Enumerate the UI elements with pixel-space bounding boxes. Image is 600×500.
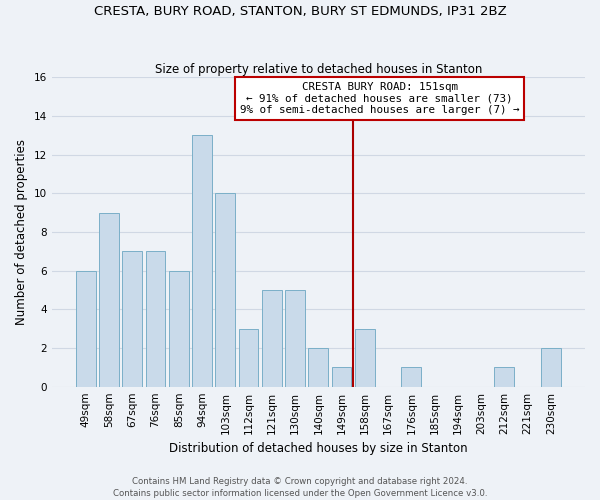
Bar [215, 193, 235, 386]
Bar [308, 348, 328, 387]
Bar [239, 328, 259, 386]
Bar [76, 270, 95, 386]
Bar [122, 252, 142, 386]
Bar [262, 290, 282, 386]
Bar [169, 270, 188, 386]
Text: CRESTA, BURY ROAD, STANTON, BURY ST EDMUNDS, IP31 2BZ: CRESTA, BURY ROAD, STANTON, BURY ST EDMU… [94, 5, 506, 18]
Bar [494, 368, 514, 386]
Text: Contains HM Land Registry data © Crown copyright and database right 2024.
Contai: Contains HM Land Registry data © Crown c… [113, 476, 487, 498]
Y-axis label: Number of detached properties: Number of detached properties [15, 139, 28, 325]
Bar [332, 368, 352, 386]
Bar [285, 290, 305, 386]
Bar [99, 212, 119, 386]
Bar [192, 135, 212, 386]
Bar [541, 348, 561, 387]
Bar [401, 368, 421, 386]
X-axis label: Distribution of detached houses by size in Stanton: Distribution of detached houses by size … [169, 442, 467, 455]
Text: CRESTA BURY ROAD: 151sqm
← 91% of detached houses are smaller (73)
9% of semi-de: CRESTA BURY ROAD: 151sqm ← 91% of detach… [240, 82, 520, 115]
Bar [146, 252, 166, 386]
Bar [355, 328, 375, 386]
Title: Size of property relative to detached houses in Stanton: Size of property relative to detached ho… [155, 63, 482, 76]
